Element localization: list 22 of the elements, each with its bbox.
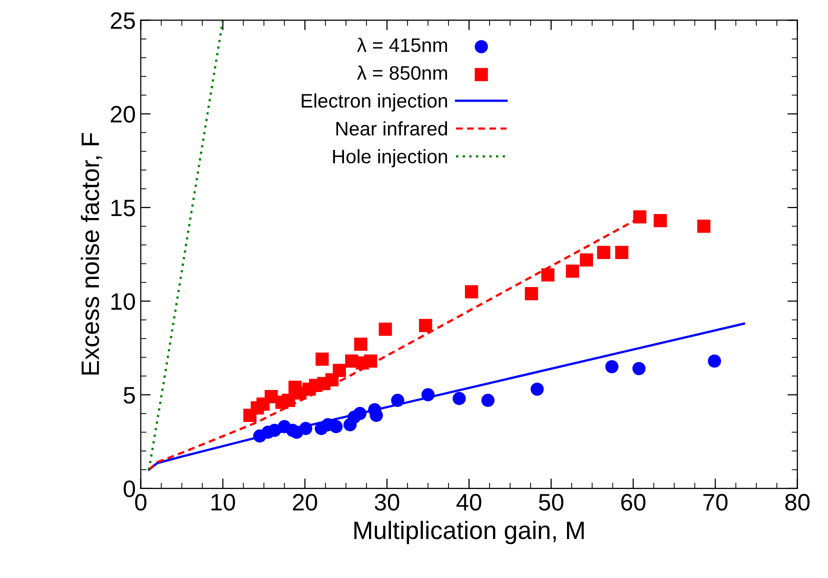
y-axis-title: Excess noise factor, F	[80, 133, 102, 375]
legend-label: λ = 850nm	[357, 66, 447, 80]
x-tick-label: 10	[212, 494, 236, 511]
x-axis-title: Multiplication gain, M	[354, 520, 584, 544]
x-tick-label: 80	[785, 494, 810, 511]
x-tick-label: 70	[703, 494, 728, 511]
y-tick-label: 0	[124, 480, 135, 498]
legend-label: λ = 415nm	[357, 38, 447, 52]
x-tick-label: 60	[621, 494, 646, 511]
y-tick-label: 20	[110, 106, 135, 123]
y-tick-label: 5	[124, 387, 135, 404]
legend-label: Hole injection	[333, 149, 448, 168]
y-tick-label: 10	[111, 293, 135, 310]
x-tick-label: 30	[374, 494, 400, 511]
legend-label: Electron injection	[302, 93, 448, 112]
y-tick-label: 25	[110, 12, 135, 30]
y-tick-label: 15	[111, 200, 135, 216]
x-tick-label: 20	[292, 494, 318, 511]
legend-label: Near infrared	[336, 121, 448, 136]
x-tick-label: 0	[135, 494, 146, 511]
x-tick-label: 40	[456, 494, 482, 511]
x-tick-label: 50	[538, 494, 564, 511]
